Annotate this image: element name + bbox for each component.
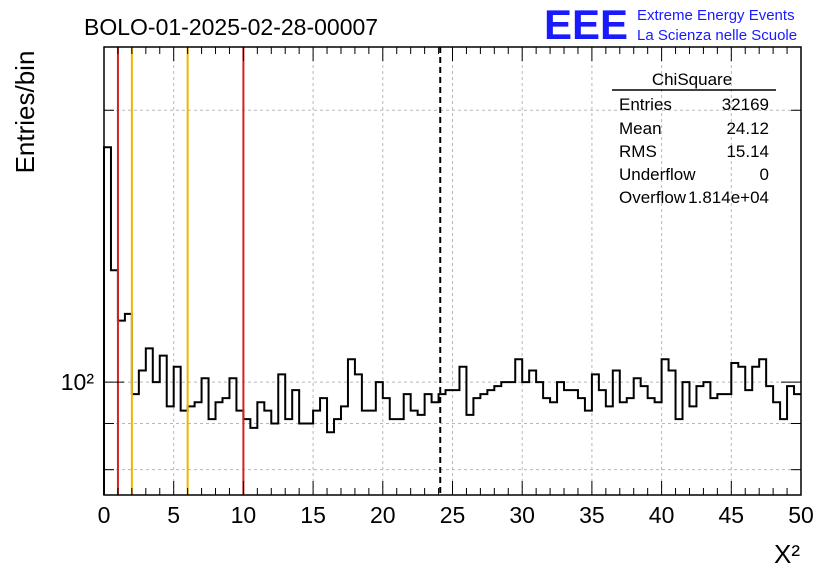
x-tick-label: 45 — [719, 502, 745, 528]
x-tick-label: 20 — [370, 502, 396, 528]
y-axis-label: Entries/bin — [10, 51, 40, 174]
x-tick-label: 25 — [440, 502, 466, 528]
stats-box: ChiSquare Entries 32169 Mean 24.12 RMS 1… — [612, 70, 776, 207]
stats-value-overflow: 1.814e+04 — [688, 188, 769, 207]
chart-title: BOLO-01-2025-02-28-00007 — [84, 14, 378, 40]
y-tick-label: 10² — [61, 369, 95, 395]
x-tick-label: 15 — [300, 502, 326, 528]
histogram-series — [103, 146, 801, 495]
x-tick-label: 0 — [98, 502, 111, 528]
x-tick-label: 35 — [579, 502, 605, 528]
x-tick-label: 10 — [231, 502, 257, 528]
x-tick-label: 30 — [509, 502, 535, 528]
stats-value-rms: 15.14 — [726, 142, 769, 161]
plot-area: 0 5 10 15 20 25 30 35 40 45 50 10² — [61, 46, 814, 528]
x-tick-label: 5 — [167, 502, 180, 528]
eee-logo: EEE Extreme Energy Events La Scienza nel… — [544, 1, 797, 48]
stats-value-underflow: 0 — [760, 165, 769, 184]
x-tick-label: 40 — [649, 502, 675, 528]
stats-label-rms: RMS — [619, 142, 657, 161]
logo-line2: La Scienza nelle Scuole — [637, 27, 797, 44]
stats-label-overflow: Overflow — [619, 188, 687, 207]
stats-label-entries: Entries — [619, 95, 672, 114]
logo-mark: EEE — [544, 1, 628, 48]
logo-line1: Extreme Energy Events — [637, 7, 795, 24]
x-axis-label: X² — [774, 539, 800, 569]
stats-label-mean: Mean — [619, 119, 662, 138]
stats-title: ChiSquare — [652, 70, 732, 89]
stats-value-entries: 32169 — [722, 95, 769, 114]
stats-label-underflow: Underflow — [619, 165, 696, 184]
stats-value-mean: 24.12 — [726, 119, 769, 138]
x-tick-label: 50 — [788, 502, 814, 528]
